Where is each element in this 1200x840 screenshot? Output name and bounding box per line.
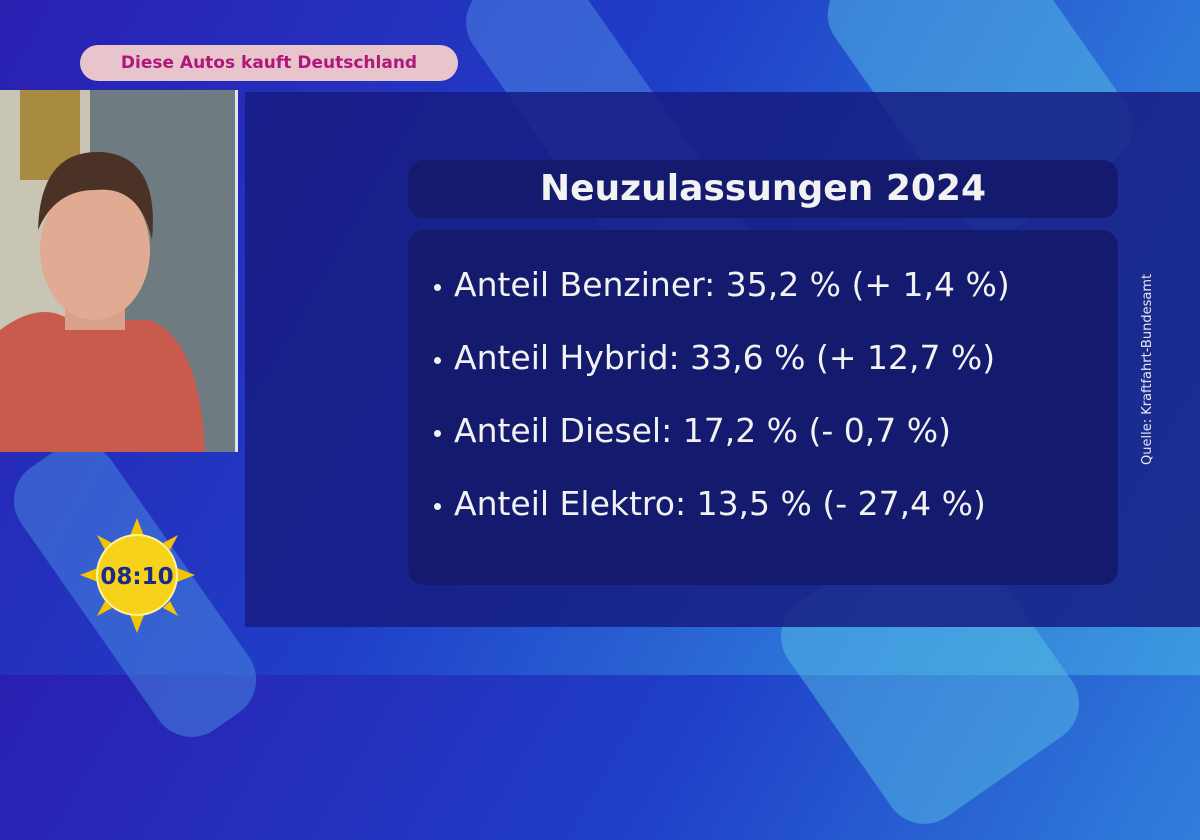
banner: Diese Autos kauft Deutschland — [80, 45, 458, 81]
item: Anteil Benziner: 35,2 % (+ 1,4 %) — [454, 265, 1010, 304]
bullet — [434, 284, 441, 291]
presenter-video — [0, 90, 238, 452]
clock-badge: 08:10 — [80, 518, 195, 633]
bullet — [434, 430, 441, 437]
clock-time: 08:10 — [100, 564, 173, 590]
sun-rays — [80, 518, 195, 633]
item: Anteil Hybrid: 33,6 % (+ 12,7 %) — [454, 338, 996, 377]
item-list: Anteil Benziner: 35,2 % (+ 1,4 %) Anteil… — [408, 230, 1118, 585]
bullet — [434, 503, 441, 510]
item: Anteil Elektro: 13,5 % (- 27,4 %) — [454, 484, 986, 523]
panel-title: Neuzulassungen 2024 — [408, 160, 1118, 218]
source-note: Quelle: Kraftfahrt-Bundesamt — [1140, 273, 1155, 465]
bullet — [434, 357, 441, 364]
item: Anteil Diesel: 17,2 % (- 0,7 %) — [454, 411, 951, 450]
presenter-figure — [0, 90, 205, 452]
